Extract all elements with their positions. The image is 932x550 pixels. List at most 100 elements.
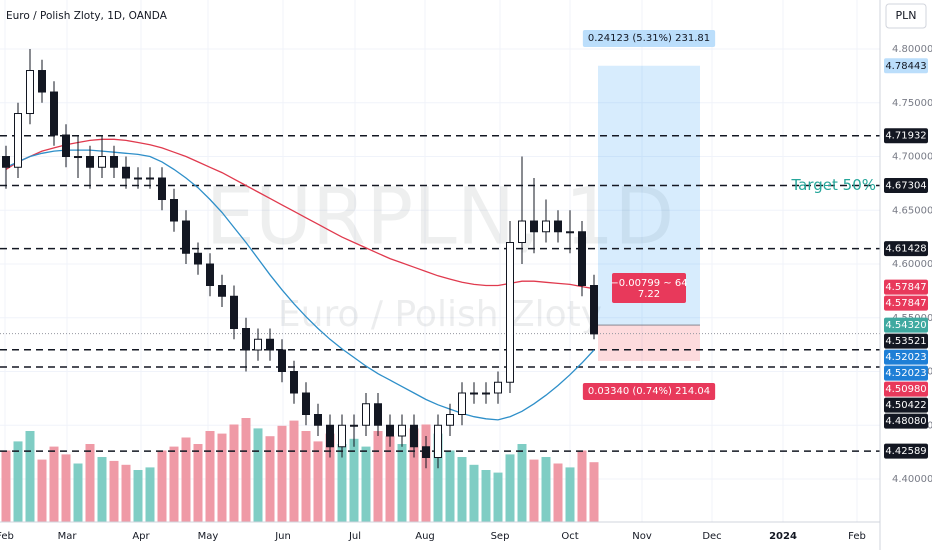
candle-body [422, 446, 430, 459]
volume-bar [505, 454, 515, 522]
volume-bar [37, 459, 47, 522]
price-label-background [884, 317, 928, 333]
x-tick-label: Apr [132, 531, 150, 542]
price-label-background [884, 279, 928, 295]
volume-bar [349, 438, 359, 522]
volume-bar [301, 431, 311, 522]
candle-body [14, 113, 22, 168]
y-tick-label: 4.70000 [892, 152, 932, 163]
candle-body [74, 156, 82, 159]
candle-body [290, 371, 298, 394]
candle-body [386, 424, 394, 437]
volume-bar [85, 444, 95, 522]
candle-body [134, 177, 142, 180]
candle-body [506, 242, 514, 383]
volume-bar [541, 457, 551, 522]
chart-title: Euro / Polish Zloty, 1D, OANDA [6, 10, 168, 22]
x-tick-label: 2024 [769, 531, 797, 542]
volume-bar [133, 470, 143, 522]
volume-bar [205, 431, 215, 522]
mid-label: 7.22 [638, 289, 660, 300]
y-tick-label: 4.60000 [892, 259, 932, 270]
candle-body [518, 220, 526, 244]
candle-body [350, 424, 358, 427]
candle-body [470, 392, 478, 395]
candle-body [398, 424, 406, 437]
x-tick-label: Sep [491, 531, 510, 542]
candle-body [38, 70, 46, 93]
price-label: 4.57847 [885, 282, 926, 293]
candle-body [50, 91, 58, 136]
volume-bar [529, 459, 539, 522]
price-label: 4.52023 [885, 352, 926, 363]
x-tick-label: Jun [274, 531, 291, 542]
price-label-background [884, 241, 928, 257]
price-label: 4.53521 [885, 336, 926, 347]
volume-bar [169, 446, 179, 522]
plot-layer: 0.24123 (5.31%) 231.81 0.03340 (0.74%) 21… [0, 30, 880, 522]
volume-bar [265, 436, 275, 522]
volume-bar [277, 425, 287, 522]
price-label: 4.54320 [885, 320, 926, 331]
mid-label: −0.00799 ~ 64 [610, 278, 687, 289]
candle-body [554, 220, 562, 233]
volume-bar [481, 470, 491, 522]
volume-bar [193, 444, 203, 522]
volume-bar [49, 446, 59, 522]
volume-bar [457, 457, 467, 522]
volume-bar [397, 444, 407, 522]
candle-body [218, 285, 226, 297]
price-label-background [884, 349, 928, 365]
candle-body [362, 403, 370, 426]
mid-label-background [612, 273, 686, 303]
volume-bar [97, 457, 107, 522]
x-tick-label: Mar [58, 531, 78, 542]
candle-body [458, 392, 466, 416]
x-tick-label: May [198, 531, 219, 542]
volume-bar [25, 431, 35, 522]
candle-body [494, 381, 502, 394]
volume-bar [409, 428, 419, 522]
candle-body [242, 328, 250, 351]
price-label: 4.50980 [885, 384, 926, 395]
candle-body [182, 220, 190, 254]
price-label-background [884, 177, 928, 193]
volume-bar [565, 467, 575, 522]
stop-zone [598, 325, 700, 361]
price-label: 4.48080 [885, 416, 926, 427]
price-label: 4.67304 [885, 180, 926, 191]
volume-bar [445, 450, 455, 522]
candle-body [314, 414, 322, 426]
price-label-background [884, 295, 928, 311]
candle-body [26, 70, 34, 115]
price-label-background [884, 58, 928, 74]
candle-body [86, 156, 94, 168]
volume-bar [61, 454, 71, 522]
grid-layer [0, 0, 880, 522]
candle-body [278, 349, 286, 373]
y-tick-label: 4.80000 [892, 44, 932, 55]
x-tick-label: Dec [702, 531, 721, 542]
volume-bar [253, 428, 263, 522]
price-label-background [884, 128, 928, 144]
volume-bar [145, 467, 155, 522]
candle-body [122, 166, 130, 179]
volume-bar [553, 463, 563, 522]
price-label: 4.78443 [885, 61, 926, 72]
volume-bar [517, 444, 527, 522]
currency[interactable]: PLN [896, 9, 917, 22]
volume-bar [385, 436, 395, 522]
volume-bar [493, 472, 503, 522]
candle-body [530, 220, 538, 233]
price-label-background [884, 443, 928, 459]
y-tick-label: 4.75000 [892, 98, 932, 109]
candle-body [206, 263, 214, 287]
price-label: 4.42589 [885, 446, 926, 457]
candle-body [194, 252, 202, 265]
y-tick-label: 4.65000 [892, 205, 932, 216]
candle-body [230, 295, 238, 330]
price-label: 4.52023 [885, 368, 926, 379]
currency-button[interactable] [885, 3, 927, 29]
candle-body [482, 392, 490, 395]
